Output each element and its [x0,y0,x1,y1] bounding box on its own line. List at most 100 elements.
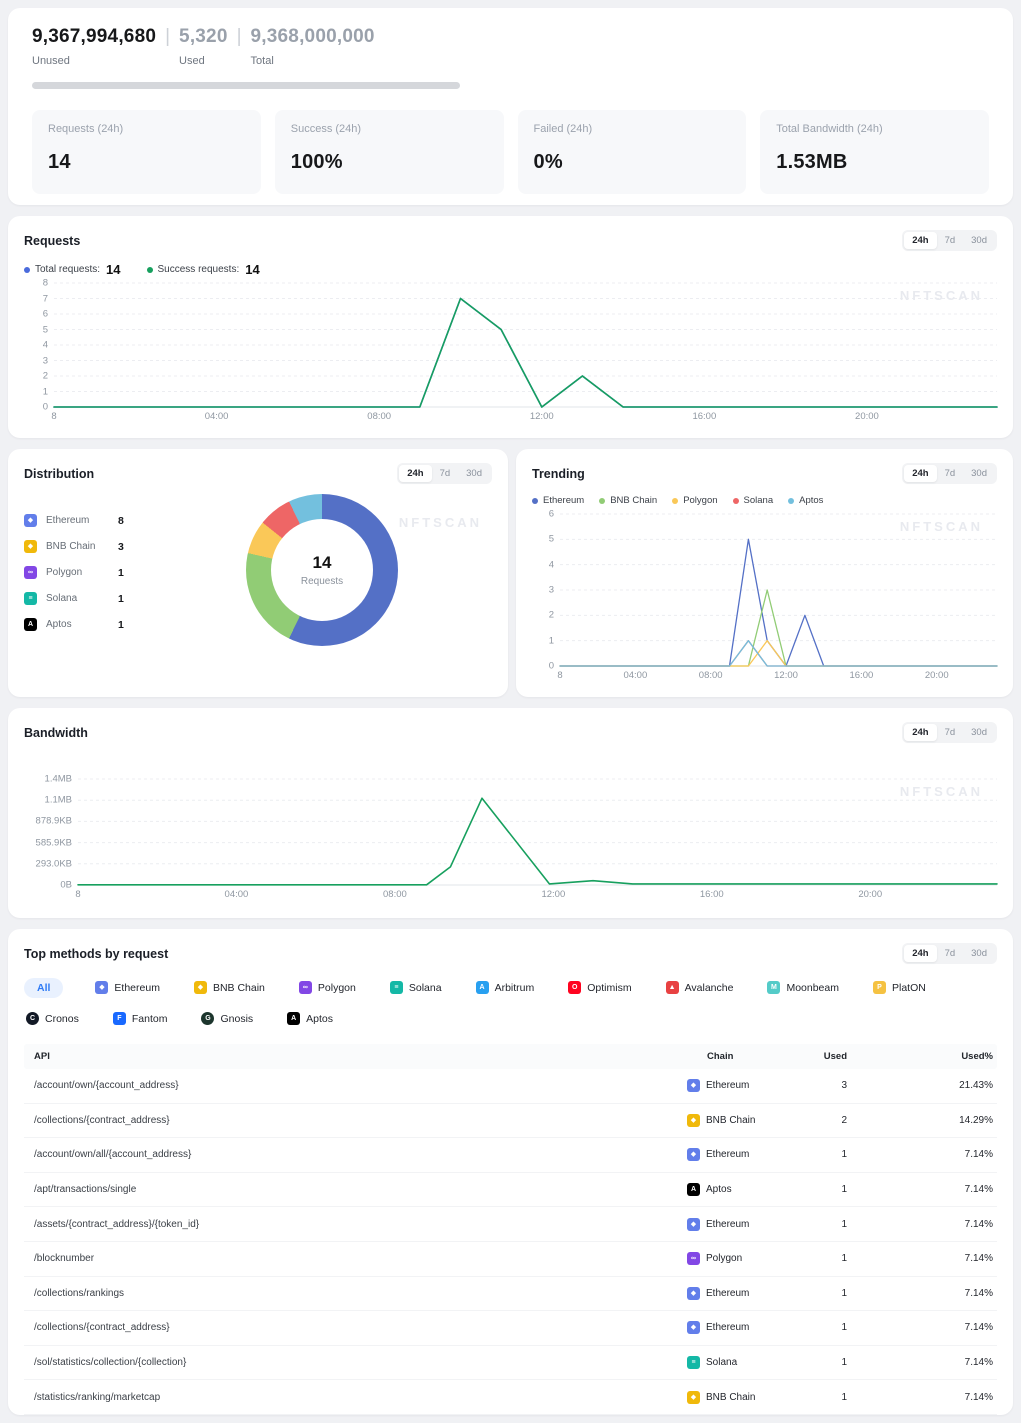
time-range-7d-button[interactable]: 7d [937,465,964,482]
stat-card-value: 100% [290,151,343,173]
chain-filter-cronos[interactable]: C Cronos [24,1008,81,1029]
trending-x-axis: 8 04:00 08:00 12:00 16:00 20:00 [557,666,997,683]
divider: | [236,26,242,47]
requests-plot-area[interactable]: NFTSCAN [53,282,998,408]
used-count-cell: 1 [841,1357,847,1369]
chain-filter-bnb-chain[interactable]: ◆ BNB Chain [192,977,267,998]
bandwidth-plot-area[interactable]: NFTSCAN [77,778,998,886]
stat-card-value: 14 [48,151,71,173]
time-range-30d-button[interactable]: 30d [963,724,995,741]
chain-filter-polygon[interactable]: ∞ Polygon [297,977,358,998]
legend-dot-icon [732,497,739,504]
time-range-24h-button[interactable]: 24h [904,945,937,962]
chain-filter-all[interactable]: All [24,977,64,998]
middle-row: Distribution 24h 7d 30d ◆ Ethereum 8 ◆ BNB Cha… [8,449,1013,697]
chain-request-count: 8 [118,514,124,527]
solana-chain-icon: ≡ [389,981,403,994]
time-range-30d-button[interactable]: 30d [963,232,995,249]
aptos-chain-icon: A [687,1183,700,1197]
chain-filter-optimism[interactable]: O Optimism [566,977,633,998]
y-tick-label: 1 [42,386,48,397]
stat-card: Failed (24h) 0% [517,110,747,194]
distribution-time-range: 24h 7d 30d [397,463,492,484]
y-tick-label: 293.0KB [35,858,72,870]
time-range-7d-button[interactable]: 7d [937,724,964,741]
time-range-24h-button[interactable]: 24h [904,724,937,741]
distribution-panel-header: Distribution 24h 7d 30d [24,463,492,484]
time-range-24h-button[interactable]: 24h [904,232,937,249]
time-range-24h-button[interactable]: 24h [904,465,937,482]
chain-badge: ◆ BNB Chain [687,1390,792,1404]
legend-dot-icon [599,497,606,504]
legend-label: Polygon [683,495,718,506]
credits-summary-panel: 9,367,994,680 Unused | 5,320 Used | 9,36… [8,8,1013,205]
chain-filter-gnosis[interactable]: G Gnosis [199,1008,255,1029]
x-tick-label: 8 [75,889,81,900]
time-range-24h-button[interactable]: 24h [399,465,432,482]
x-tick-label: 8 [51,411,57,422]
time-range-30d-button[interactable]: 30d [963,945,995,962]
ethereum-chain-icon: ◆ [24,514,37,527]
y-tick-label: 7 [42,293,48,304]
chain-filter-fantom[interactable]: F Fantom [111,1008,170,1029]
y-tick-label: 1.1MB [44,794,72,806]
trending-title: Trending [532,466,585,481]
ethereum-chain-icon: ◆ [687,1286,700,1300]
trending-panel-header: Trending 24h 7d 30d [532,463,997,484]
distribution-legend-item: ◆ BNB Chain 3 [24,540,172,553]
methods-table-header: API Chain Used Used% [24,1044,997,1069]
total-credits-label: Total [250,55,274,67]
ethereum-chain-icon: ◆ [95,981,109,994]
used-percent-cell: 7.14% [964,1184,993,1196]
chip-label: Arbitrum [494,981,535,994]
table-row: /collections/{contract_address} ◆ BNB Chai… [24,1104,997,1139]
chain-filter-ethereum[interactable]: ◆ Ethereum [93,977,162,998]
x-tick-label: 04:00 [204,411,229,422]
stat-card-label: Requests (24h) [48,123,124,135]
y-tick-label: 4 [548,559,554,571]
used-percent-cell: 7.14% [964,1391,993,1403]
api-path-cell: /sol/statistics/collection/{collection} [34,1357,187,1369]
chain-name: Solana [46,593,78,604]
bandwidth-title: Bandwidth [24,725,88,740]
nftscan-watermark: NFTSCAN [899,288,983,303]
time-range-7d-button[interactable]: 7d [432,465,459,482]
unused-credits-label: Unused [32,55,70,67]
legend-value: 14 [106,262,121,277]
chain-filter-arbitrum[interactable]: A Arbitrum [474,977,537,998]
polygon-chain-icon: ∞ [687,1252,700,1266]
bandwidth-time-range: 24h 7d 30d [902,722,997,743]
fantom-chain-icon: F [112,1012,126,1025]
distribution-title: Distribution [24,466,95,481]
time-range-7d-button[interactable]: 7d [937,232,964,249]
chain-filter-solana[interactable]: ≡ Solana [388,977,444,998]
time-range-7d-button[interactable]: 7d [937,945,964,962]
x-tick-label: 16:00 [849,670,874,681]
x-tick-label: 20:00 [855,411,879,422]
column-header: Chain [707,1051,734,1062]
solana-chain-icon: ≡ [24,592,37,605]
trending-chart: 0 1 2 3 4 5 6 NFTSCAN 8 04:00 08:00 12:00 16:00 20:… [532,509,998,683]
legend-dot-icon [146,266,153,273]
time-range-30d-button[interactable]: 30d [963,465,995,482]
api-path-cell: /statistics/ranking/marketcap [34,1391,161,1403]
chain-filter-avalanche[interactable]: ▲ Avalanche [664,977,736,998]
distribution-donut[interactable]: 14 Requests [246,494,398,646]
chain-filter-platon[interactable]: P PlatON [871,977,928,998]
chip-label: Avalanche [684,981,734,994]
requests-panel: Requests 24h 7d 30d Total requests: 14 Succe… [8,216,1013,438]
requests-panel-header: Requests 24h 7d 30d [24,230,997,251]
trending-panel: Trending 24h 7d 30d Ethereum BNB Chain Polyg… [516,449,1013,697]
chain-badge: A Aptos [687,1183,792,1197]
ethereum-chain-icon: ◆ [687,1217,700,1231]
chip-label: Polygon [317,981,356,994]
chain-filter-aptos[interactable]: A Aptos [285,1008,335,1029]
chain-filter-moonbeam[interactable]: M Moonbeam [765,977,841,998]
chain-name: Polygon [706,1253,743,1265]
column-header: Used [823,1051,847,1062]
trending-plot-area[interactable]: NFTSCAN [559,513,998,667]
chain-badge: ◆ Ethereum [687,1148,792,1162]
time-range-30d-button[interactable]: 30d [458,465,490,482]
top-methods-title: Top methods by request [24,946,169,961]
